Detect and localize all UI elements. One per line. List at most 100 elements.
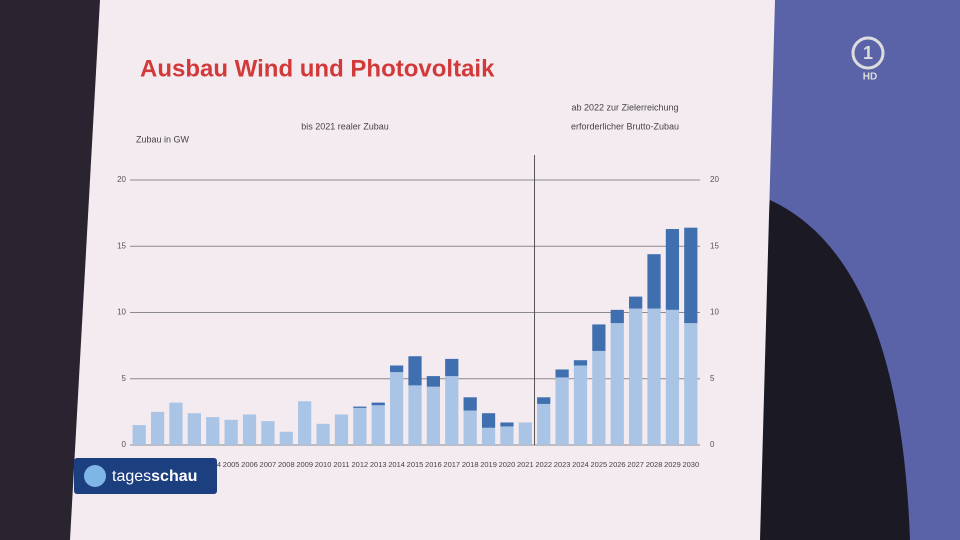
channel-logo — [851, 36, 885, 70]
y2-tick-label: 5 — [710, 374, 715, 383]
bar-segment — [647, 308, 661, 445]
x-tick-label: 2030 — [682, 460, 699, 469]
y-tick-label: 15 — [117, 241, 126, 250]
y-tick-label: 20 — [117, 175, 126, 184]
bar-segment — [665, 309, 680, 445]
bar-segment — [389, 365, 404, 373]
chart-title: Ausbau Wind und Photovoltaik — [140, 55, 495, 82]
bar-segment — [555, 369, 569, 378]
bar-segment — [592, 324, 606, 351]
bar-segment — [592, 350, 606, 445]
x-tick-label: 2015 — [407, 460, 424, 469]
bar-segment — [629, 308, 643, 445]
person — [740, 200, 910, 540]
x-tick-label: 2017 — [443, 460, 460, 469]
bar-segment — [684, 323, 698, 445]
bar-segment — [298, 401, 312, 445]
x-tick-label: 2006 — [241, 460, 258, 469]
bar-segment — [629, 296, 643, 309]
y2-tick-label: 10 — [710, 308, 719, 317]
x-tick-label: 2018 — [462, 460, 479, 469]
bar-segment — [481, 427, 496, 445]
x-tick-label: 2019 — [480, 460, 497, 469]
bar-segment — [371, 402, 385, 406]
x-tick-label: 2012 — [351, 460, 368, 469]
y-tick-label: 10 — [117, 308, 126, 317]
x-tick-label: 2014 — [388, 460, 405, 469]
brand-bold: schau — [151, 468, 197, 485]
bar-segment — [353, 407, 367, 445]
bar-segment — [537, 403, 551, 445]
bar-segment — [610, 309, 624, 324]
bar-segment — [573, 360, 588, 366]
bar-segment — [665, 229, 680, 310]
hd: HD — [863, 72, 877, 83]
y-tick-label: 0 — [122, 440, 127, 449]
y-axis-label: Zubau in GW — [136, 134, 190, 144]
x-tick-label: 2023 — [554, 460, 571, 469]
x-tick-label: 2005 — [223, 460, 240, 469]
x-tick-label: 2013 — [370, 460, 387, 469]
y2-tick-label: 15 — [710, 241, 719, 250]
bar-segment — [610, 323, 624, 445]
x-tick-label: 2007 — [260, 460, 277, 469]
brand-light: tages — [112, 468, 151, 485]
y-tick-label: 5 — [122, 374, 127, 383]
bar-segment — [224, 419, 238, 445]
x-tick-label: 2024 — [572, 460, 589, 469]
bar-segment — [537, 397, 551, 404]
x-tick-label: 2026 — [609, 460, 626, 469]
x-tick-label: 2028 — [646, 460, 663, 469]
bar-segment — [445, 376, 459, 445]
bar-segment — [426, 376, 441, 387]
x-tick-label: 2009 — [296, 460, 313, 469]
bar-segment — [500, 422, 514, 427]
tagesschau-logo: tagesschau — [74, 458, 217, 494]
bar-segment — [518, 422, 532, 445]
bar-segment — [150, 411, 165, 445]
channel: 1 — [863, 43, 873, 63]
logo-box — [74, 458, 217, 494]
x-tick-label: 2016 — [425, 460, 442, 469]
bar-segment — [316, 423, 330, 445]
x-tick-label: 2027 — [627, 460, 644, 469]
y2-tick-label: 20 — [710, 175, 719, 184]
annotation: erforderlicher Brutto-Zubau — [571, 121, 679, 131]
x-tick-label: 2025 — [591, 460, 608, 469]
bar-segment — [132, 425, 146, 445]
x-tick-label: 2022 — [535, 460, 552, 469]
bar-segment — [481, 413, 496, 428]
bar-segment — [187, 413, 201, 445]
y2-tick-label: 0 — [710, 440, 715, 449]
bar-segment — [279, 431, 293, 445]
bar-segment — [169, 402, 183, 445]
bar-segment — [261, 421, 275, 445]
bar-segment — [334, 414, 349, 445]
x-tick-label: 2020 — [499, 460, 516, 469]
annotation: bis 2021 realer Zubau — [301, 121, 389, 131]
bar-segment — [408, 385, 422, 445]
bar-segment — [684, 227, 698, 324]
logo-globe — [84, 465, 106, 487]
bar-segment — [555, 377, 569, 445]
bar-segment — [242, 414, 257, 445]
brand: tagesschau — [112, 468, 197, 485]
bar-segment — [408, 356, 422, 386]
bar-segment — [500, 426, 514, 445]
bar-segment — [463, 397, 477, 411]
x-tick-label: 2029 — [664, 460, 681, 469]
bar-segment — [389, 372, 404, 445]
bar-segment — [371, 405, 385, 445]
bar-segment — [206, 417, 220, 445]
x-tick-label: 2008 — [278, 460, 295, 469]
annotation: ab 2022 zur Zielerreichung — [571, 102, 678, 112]
bar-segment — [445, 358, 459, 377]
bar-segment — [463, 410, 477, 445]
x-tick-label: 2021 — [517, 460, 534, 469]
bar-segment — [573, 365, 588, 445]
x-tick-label: 2010 — [315, 460, 332, 469]
bar-segment — [647, 254, 661, 309]
bar-segment — [353, 406, 367, 408]
bar-segment — [426, 386, 441, 445]
